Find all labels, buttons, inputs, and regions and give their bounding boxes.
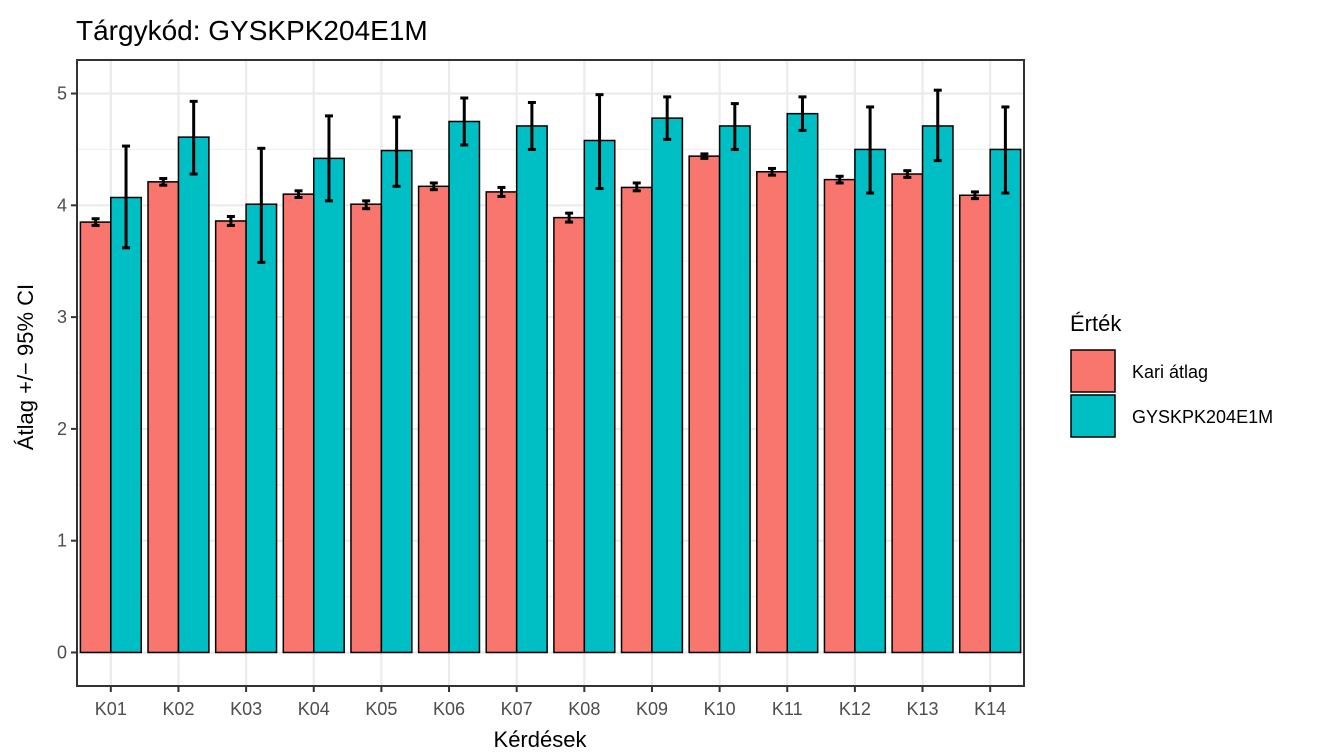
bar-kari-k14 [958,194,991,654]
x-tick-label-k12: K12 [839,699,871,719]
x-tick-label-k05: K05 [365,699,397,719]
bar-course-k07 [515,125,548,654]
errorbar-course-k02 [189,99,198,176]
errorbar-course-k11 [798,95,807,132]
bar-kari-k04 [282,193,315,654]
x-tick-label-k02: K02 [162,699,194,719]
errorbar-course-k14 [1001,105,1010,195]
errorbar-course-k04 [324,114,333,203]
errorbar-course-k08 [595,93,604,191]
errorbar-kari-k10 [700,152,709,160]
x-tick-label-k06: K06 [433,699,465,719]
bar-course-k02 [177,136,210,654]
errorbar-kari-k03 [226,215,235,227]
x-tick-label-k08: K08 [568,699,600,719]
x-tick-label-k03: K03 [230,699,262,719]
errorbar-kari-k07 [497,185,506,198]
errorbar-course-k12 [866,105,875,195]
bar-course-k12 [854,148,887,654]
x-tick-label-k01: K01 [95,699,127,719]
bar-kari-k08 [553,216,586,654]
errorbar-course-k13 [933,88,942,163]
errorbar-course-k09 [663,95,672,141]
bar-course-k03 [245,203,278,654]
legend-label-course: GYSKPK204E1M [1132,407,1273,427]
bar-course-k09 [651,117,684,654]
bar-kari-k11 [756,171,789,654]
x-tick-label-k11: K11 [772,699,803,719]
errorbar-course-k10 [730,102,739,151]
errorbar-kari-k05 [362,199,371,211]
x-tick-label-k14: K14 [974,699,1006,719]
errorbar-course-k07 [527,100,536,151]
bar-kari-k05 [350,203,383,654]
x-axis-title: Kérdések [494,727,588,752]
legend: Érték Kari átlag GYSKPK204E1M [1070,311,1273,438]
errorbar-kari-k04 [294,189,303,199]
bar-course-k14 [989,148,1022,654]
x-tick-label-k04: K04 [298,699,330,719]
plot-panel-border [76,59,1025,687]
errorbar-kari-k14 [970,190,979,201]
bar-kari-k03 [214,220,247,654]
errorbar-kari-k01 [91,217,100,227]
legend-key-kari [1070,349,1116,393]
errorbar-layer [91,88,1010,264]
bar-course-k08 [583,139,616,654]
legend-key-course [1070,394,1116,438]
errorbar-kari-k13 [903,169,912,179]
bar-kari-k12 [823,178,856,654]
bar-course-k13 [921,125,954,654]
y-tick-label: 1 [57,531,67,551]
errorbar-kari-k02 [159,176,168,187]
errorbar-kari-k06 [429,181,438,192]
errorbar-kari-k08 [565,211,574,224]
errorbar-kari-k09 [632,181,641,193]
errorbar-course-k05 [392,115,401,188]
legend-title: Érték [1070,311,1122,336]
x-tick-label-k07: K07 [501,699,533,719]
y-tick-label: 5 [57,84,67,104]
errorbar-course-k06 [460,96,469,147]
errorbar-course-k03 [257,146,266,264]
bar-layer [79,112,1022,654]
bar-course-k10 [718,125,751,654]
bar-course-k04 [313,157,345,654]
bar-kari-k01 [79,221,112,654]
y-tick-label: 3 [57,307,67,327]
bar-kari-k02 [147,181,180,654]
bar-course-k06 [448,120,481,654]
axis-layer: 0 1 2 3 4 5 K01 K02 K03 K04 K05 K06 K07 K08 K09 K10 K11 K… [57,84,1006,719]
errorbar-kari-k11 [768,166,777,177]
y-axis-title: Átlag +/− 95% CI [13,284,38,450]
x-tick-label-k10: K10 [704,699,736,719]
bar-kari-k06 [417,185,450,654]
legend-label-kari: Kari átlag [1132,362,1208,382]
errorbar-course-k01 [122,144,131,250]
y-tick-label: 2 [57,419,67,439]
y-tick-label: 0 [57,642,67,662]
bar-kari-k10 [688,155,721,654]
bar-course-k11 [786,112,819,654]
bar-kari-k07 [485,191,518,654]
bar-course-k01 [110,196,143,654]
x-tick-label-k13: K13 [907,699,939,719]
errorbar-kari-k12 [835,174,844,185]
bar-course-k05 [380,149,413,654]
y-tick-label: 4 [57,195,67,215]
bar-kari-k13 [891,173,924,654]
bar-kari-k09 [620,186,653,654]
chart-title: Tárgykód: GYSKPK204E1M [76,15,428,46]
x-tick-label-k09: K09 [636,699,668,719]
